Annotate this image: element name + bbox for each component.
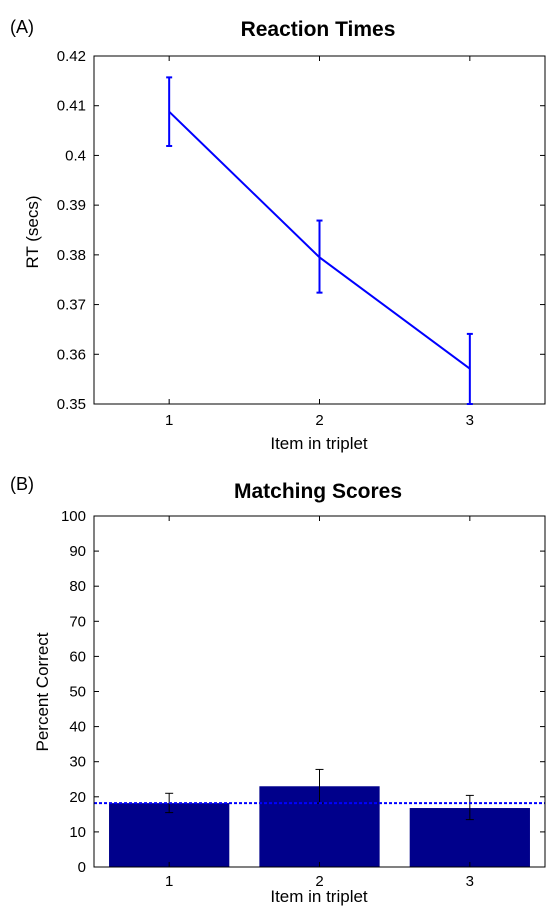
panel-b-x-tick-label: 2 (315, 873, 323, 890)
panel-b-y-tick-label: 70 (69, 613, 86, 630)
panel-a-plot-area: 0.35 0.36 0.37 0.38 0.39 0.4 0.41 0.42 1 2 3 (57, 48, 546, 429)
panel-a-y-tick-label: 0.36 (57, 346, 86, 363)
panel-b-y-tick-label: 30 (69, 754, 86, 771)
panel-b-y-tick-label: 60 (69, 648, 86, 665)
panel-b-x-tick-label: 1 (165, 873, 173, 890)
panel-a-y-tick-label: 0.41 (57, 98, 86, 115)
panel-b-y-tick-label: 40 (69, 719, 86, 736)
panel-a-x-axis-label: Item in triplet (270, 434, 368, 453)
panel-b-x-tick-label: 3 (466, 873, 474, 890)
panel-a-x-tick-label: 1 (165, 412, 173, 429)
panel-b-plot-area: 0 10 20 30 40 50 60 70 80 90 100 1 2 3 (61, 508, 546, 890)
panel-b-title: Matching Scores (234, 480, 402, 503)
panel-a-y-tick-label: 0.35 (57, 396, 86, 413)
panel-a-y-tick-label: 0.42 (57, 48, 86, 65)
panel-b-y-tick-label: 80 (69, 578, 86, 595)
panel-b-bar (109, 803, 230, 867)
panel-a-y-tick-label: 0.39 (57, 197, 86, 214)
panel-b-y-tick-label: 50 (69, 684, 86, 701)
panel-b-y-tick-label: 100 (61, 508, 86, 525)
panel-a-y-axis-label: RT (secs) (23, 195, 42, 268)
panel-a-title: Reaction Times (241, 18, 396, 41)
panel-a-y-tick-label: 0.4 (65, 147, 86, 164)
panel-a-x-tick-label: 3 (466, 412, 474, 429)
panel-b-y-axis-label: Percent Correct (33, 632, 52, 751)
panel-b-y-tick-label: 20 (69, 789, 86, 806)
panel-b-label: (B) (10, 474, 34, 494)
panel-a-x-tick-label: 2 (315, 412, 323, 429)
panel-b-x-axis-label: Item in triplet (270, 887, 368, 906)
panel-a: (A) Reaction Times Item in triplet RT (s… (10, 17, 546, 453)
panel-a-y-tick-label: 0.37 (57, 297, 86, 314)
panel-a-label: (A) (10, 17, 34, 37)
panel-a-y-tick-label: 0.38 (57, 247, 86, 264)
panel-b-y-tick-label: 10 (69, 824, 86, 841)
panel-b-y-tick-label: 0 (78, 859, 86, 876)
panel-b: (B) Matching Scores Item in triplet Perc… (10, 474, 546, 906)
panel-b-y-tick-label: 90 (69, 543, 86, 560)
